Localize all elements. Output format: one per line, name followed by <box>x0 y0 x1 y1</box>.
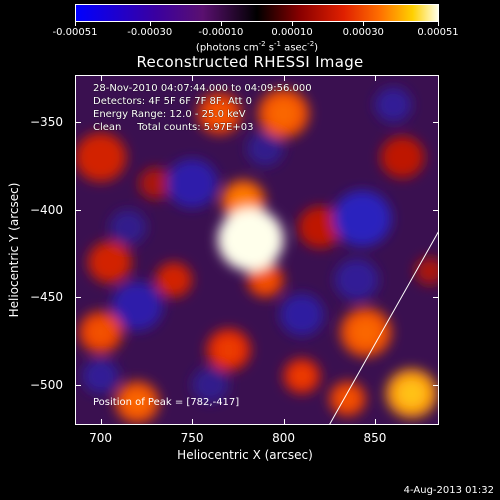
colorbar <box>75 4 439 22</box>
emission-core <box>291 366 312 386</box>
negative-lobe <box>332 190 392 247</box>
colorbar-tick <box>75 21 76 26</box>
x-axis-title: Heliocentric X (arcsec) <box>177 448 313 462</box>
emission-core <box>255 270 276 290</box>
y-tick-right <box>433 384 439 386</box>
emission-source <box>415 257 439 285</box>
colorbar-tick <box>363 21 365 26</box>
x-tick-top <box>100 75 102 81</box>
timestamp: 4-Aug-2013 01:32 <box>403 485 494 496</box>
emission-core <box>351 318 380 346</box>
emission-core <box>337 389 358 409</box>
y-tick <box>75 122 81 124</box>
negative-lobe <box>246 131 284 166</box>
emission-source <box>139 167 172 200</box>
colorbar-tick-label: -0.00051 <box>52 27 98 38</box>
x-tick-label: 800 <box>272 431 295 445</box>
time-range-text: 28-Nov-2010 04:07:44.000 to 04:09:56.000 <box>93 83 312 94</box>
emission-core <box>397 380 426 407</box>
emission-source <box>75 132 127 182</box>
colorbar-tick-label: 0.00051 <box>417 27 459 38</box>
colorbar-tick-label: -0.00010 <box>198 27 244 38</box>
x-tick-top <box>192 75 194 81</box>
y-tick <box>75 297 81 299</box>
emission-source <box>155 262 193 298</box>
y-tick-label: −400 <box>30 202 63 217</box>
y-tick-right <box>433 122 439 124</box>
colorbar-tick-label: 0.00010 <box>271 27 313 38</box>
colorbar-unit-label: (photons cm-2 s-1 asec-2) <box>195 40 319 54</box>
negative-lobe <box>109 209 147 245</box>
rhessi-image <box>75 75 439 425</box>
emission-source <box>298 206 343 249</box>
emission-source <box>380 136 425 179</box>
x-tick <box>283 419 285 425</box>
x-tick <box>192 419 194 425</box>
negative-lobe <box>166 159 218 208</box>
emission-core <box>269 100 298 127</box>
negative-lobe <box>192 367 229 403</box>
y-tick-label: −450 <box>30 290 63 305</box>
emission-core <box>207 101 232 126</box>
peak-position-text: Position of Peak = [782,-417] <box>93 397 240 408</box>
x-tick-label: 700 <box>89 431 113 445</box>
colorbar-tick <box>149 21 151 26</box>
colorbar-tick-label: 0.00030 <box>342 27 384 38</box>
detectors-text: Detectors: 4F 5F 6F 7F 8F, Att 0 <box>93 96 253 107</box>
plot-title: Reconstructed RHESSI Image <box>136 53 364 71</box>
negative-lobe <box>279 293 324 336</box>
counts-text: Clean Total counts: 5.97E+03 <box>93 122 254 133</box>
y-tick <box>75 209 81 211</box>
emission-core <box>231 189 256 213</box>
x-tick-label: 750 <box>180 431 204 445</box>
x-tick <box>374 419 376 425</box>
negative-lobe <box>82 358 119 394</box>
y-tick <box>75 384 81 386</box>
colorbar-tick <box>292 21 294 26</box>
x-tick-label: 850 <box>363 431 387 445</box>
x-tick-top <box>374 75 376 81</box>
colorbar-tick <box>220 21 222 26</box>
negative-lobe <box>374 87 412 123</box>
negative-lobe <box>111 281 163 331</box>
y-tick-label: −350 <box>30 115 63 130</box>
y-tick-label: −500 <box>30 377 63 392</box>
emission-source <box>87 241 132 284</box>
y-axis-title: Heliocentric Y (arcsec) <box>7 182 21 318</box>
x-tick-top <box>283 75 285 81</box>
y-tick-right <box>433 209 439 211</box>
emission-core <box>216 338 241 362</box>
heatmap-svg <box>75 75 439 425</box>
energy-range-text: Energy Range: 12.0 - 25.0 keV <box>93 109 246 120</box>
emission-core <box>88 320 113 344</box>
y-tick-right <box>433 297 439 299</box>
colorbar-tick <box>438 21 439 26</box>
colorbar-tick-label: -0.00030 <box>127 27 173 38</box>
x-tick <box>100 419 102 425</box>
solar-limb-line <box>328 230 439 425</box>
negative-lobe <box>334 258 379 301</box>
emission-core <box>125 390 150 414</box>
emission-core <box>232 222 269 257</box>
